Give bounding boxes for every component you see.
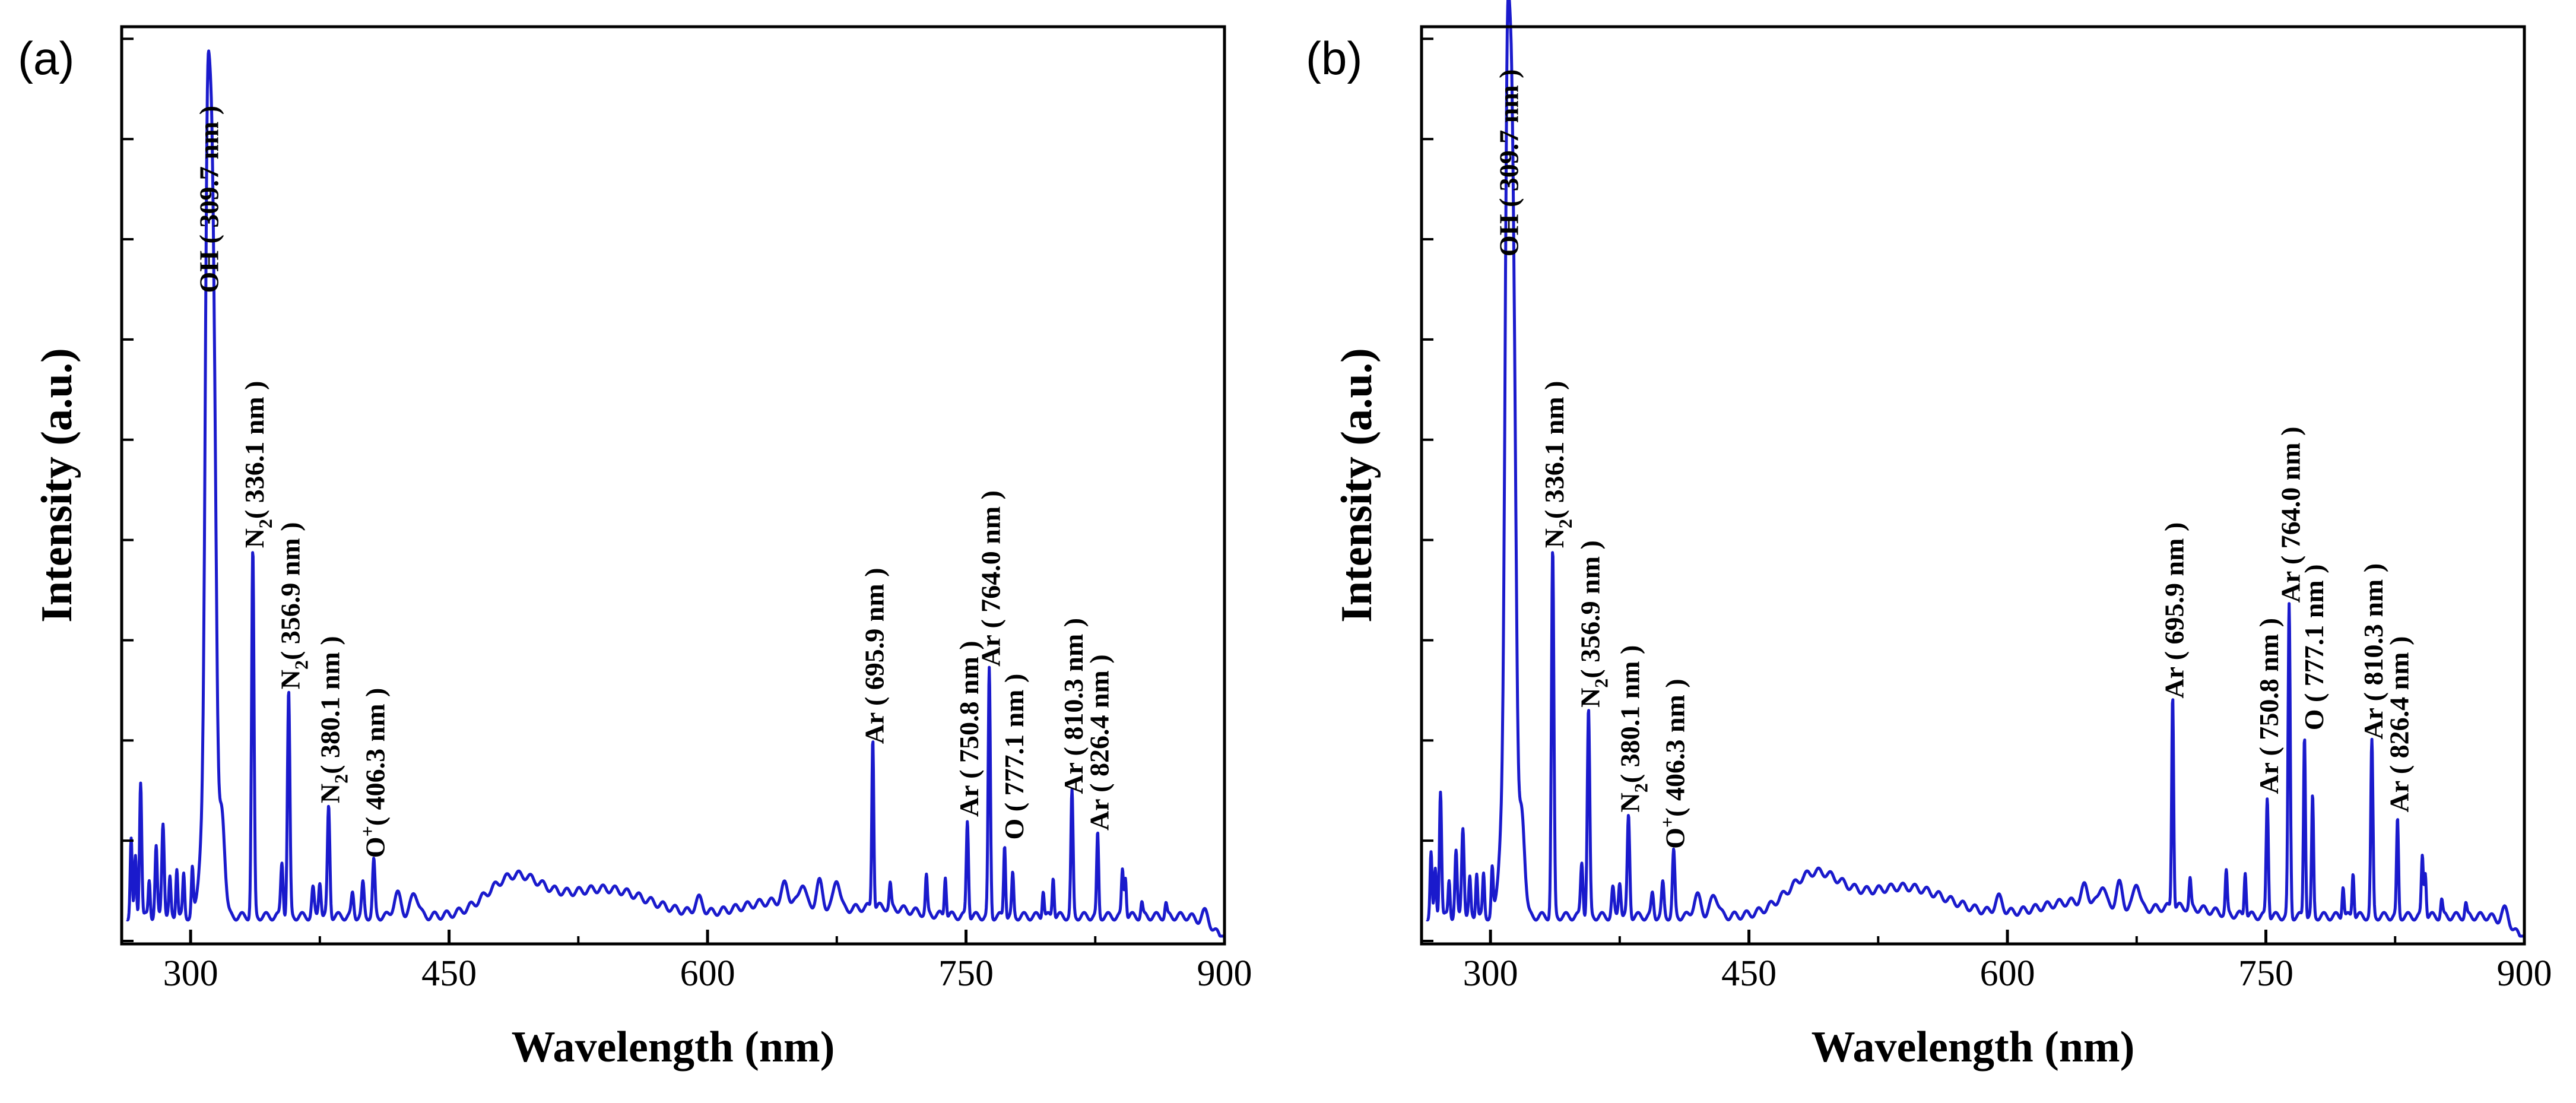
peak-annotation: Ar ( 695.9 nm ) — [859, 568, 889, 744]
peak-annotation: O+( 406.3 nm ) — [1657, 679, 1690, 849]
x-tick-label: 450 — [1721, 953, 1776, 994]
peak-annotation: Ar ( 764.0 nm ) — [2276, 427, 2306, 603]
x-tick-label: 450 — [421, 953, 477, 994]
peak-annotation: OH ( 309.7 nm ) — [193, 106, 224, 293]
panel-b: (b) 300 450 600 750 900 Wavelength (nm) Intensi… — [1306, 0, 2552, 1072]
x-axis-title: Wavelength (nm) — [512, 1023, 835, 1072]
x-tick-label: 900 — [1197, 953, 1252, 994]
peak-annotation: O+( 406.3 nm ) — [357, 688, 391, 858]
plot-frame — [1420, 25, 2526, 946]
peak-annotation: Ar ( 750.8 nm ) — [2254, 618, 2284, 794]
x-tick-label: 900 — [2497, 953, 2552, 994]
x-tick-label: 300 — [1463, 953, 1518, 994]
x-tick-label: 750 — [938, 953, 994, 994]
panel-label: (b) — [1306, 32, 1362, 84]
y-axis-title: Intensity (a.u.) — [1333, 348, 1381, 623]
peak-annotation: Ar ( 695.9 nm ) — [2159, 522, 2189, 699]
peak-annotation: OH ( 309.7 nm ) — [1493, 69, 1524, 256]
peak-annotation: N2( 336.1 nm ) — [239, 381, 276, 549]
peak-annotation: Ar ( 810.3 nm ) — [2358, 563, 2388, 740]
panel-label: (a) — [18, 32, 74, 84]
peak-annotation: Ar ( 826.4 nm ) — [1084, 654, 1114, 831]
x-tick-label: 600 — [680, 953, 735, 994]
peak-annotation: N2( 356.9 nm ) — [1575, 540, 1611, 708]
peak-annotation: O ( 777.1 nm ) — [2299, 564, 2329, 730]
peak-annotation: N2( 380.1 nm ) — [315, 636, 352, 803]
peak-annotation: Ar ( 750.8 nm ) — [954, 641, 984, 817]
panel-a: (a) 300 450 600 750 900 Wavelength (nm) Intensi… — [18, 25, 1252, 1072]
peak-annotation: N2( 336.1 nm ) — [1539, 381, 1576, 549]
peak-annotation: Ar ( 764.0 nm ) — [976, 490, 1006, 667]
peak-annotation: O ( 777.1 nm ) — [999, 674, 1029, 840]
x-axis-title: Wavelength (nm) — [1812, 1023, 2135, 1072]
spectrum-line — [1425, 0, 2526, 938]
spectrum-line — [125, 49, 1226, 938]
y-axis-title: Intensity (a.u.) — [33, 348, 81, 623]
peak-annotation: N2( 356.9 nm ) — [275, 522, 312, 689]
x-tick-label: 300 — [163, 953, 218, 994]
plot-frame — [120, 25, 1226, 946]
peak-annotation: Ar ( 826.4 nm ) — [2384, 636, 2414, 813]
peak-annotation: N2( 380.1 nm ) — [1615, 645, 1652, 813]
x-tick-label: 750 — [2238, 953, 2293, 994]
peak-annotation: Ar ( 810.3 nm ) — [1058, 618, 1089, 794]
x-tick-label: 600 — [1980, 953, 2035, 994]
